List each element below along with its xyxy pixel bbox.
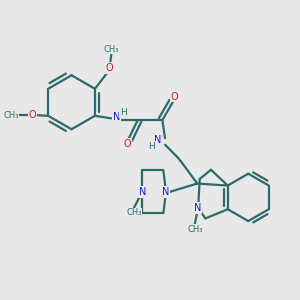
- Text: CH₃: CH₃: [187, 225, 202, 234]
- Text: CH₃: CH₃: [103, 45, 119, 54]
- Text: N: N: [194, 203, 201, 213]
- Text: CH₃: CH₃: [126, 208, 142, 217]
- Text: CH₃: CH₃: [3, 111, 19, 120]
- Text: O: O: [28, 110, 36, 120]
- Text: N: N: [112, 112, 120, 122]
- Text: N: N: [162, 187, 170, 197]
- Text: O: O: [171, 92, 178, 102]
- Text: N: N: [154, 135, 161, 145]
- Text: H: H: [120, 108, 127, 117]
- Text: O: O: [106, 63, 113, 73]
- Text: H: H: [148, 142, 155, 151]
- Text: N: N: [139, 187, 146, 197]
- Text: O: O: [123, 139, 131, 149]
